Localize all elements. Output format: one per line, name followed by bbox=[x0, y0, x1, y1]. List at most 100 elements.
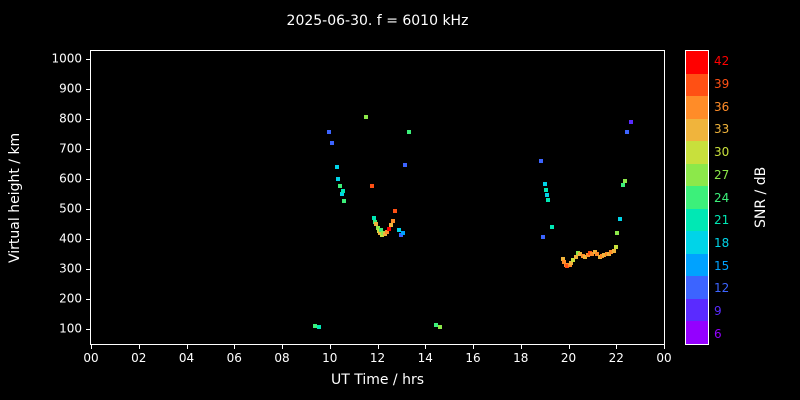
data-point bbox=[388, 223, 393, 228]
data-point bbox=[621, 183, 626, 188]
colorbar-tick-label: 27 bbox=[714, 167, 730, 182]
data-point bbox=[313, 323, 318, 328]
colorbar-segment bbox=[686, 321, 708, 344]
y-tick-mark bbox=[86, 268, 91, 270]
colorbar-segment bbox=[686, 163, 708, 187]
y-tick-label: 800 bbox=[59, 110, 82, 125]
data-point bbox=[330, 141, 335, 146]
data-point bbox=[542, 182, 547, 187]
data-point bbox=[539, 158, 544, 163]
data-point bbox=[561, 260, 566, 265]
y-tick-mark bbox=[86, 298, 91, 300]
x-tick-label: 22 bbox=[608, 351, 624, 365]
colorbar-segment bbox=[686, 186, 708, 209]
data-point bbox=[628, 119, 633, 124]
data-point bbox=[583, 255, 588, 260]
data-point bbox=[587, 251, 592, 256]
data-point bbox=[543, 188, 548, 193]
data-point bbox=[342, 199, 347, 204]
x-tick-label: 14 bbox=[417, 351, 433, 365]
x-tick-mark bbox=[329, 344, 331, 349]
data-point bbox=[578, 252, 583, 257]
colorbar-tick-labels: 42 39 36 33 30 27 24 21 18 15 12 9 6 bbox=[714, 50, 748, 345]
y-tick-label: 900 bbox=[59, 80, 82, 95]
x-tick-label: 00 bbox=[83, 351, 99, 365]
x-tick-mark bbox=[664, 344, 665, 349]
data-point bbox=[597, 255, 602, 260]
data-point bbox=[377, 231, 382, 236]
data-point bbox=[371, 215, 376, 220]
data-point bbox=[604, 251, 609, 256]
x-tick-label: 00 bbox=[656, 351, 672, 365]
x-tick-mark bbox=[91, 344, 92, 349]
chart-title: 2025-06-30. f = 6010 kHz bbox=[286, 13, 469, 29]
y-tick-mark bbox=[86, 208, 91, 210]
data-point bbox=[580, 254, 585, 259]
colorbar bbox=[685, 50, 709, 345]
data-point bbox=[615, 230, 620, 235]
y-tick-mark bbox=[86, 238, 91, 240]
colorbar-segment bbox=[686, 208, 708, 232]
data-point bbox=[338, 184, 343, 189]
data-point bbox=[326, 130, 331, 135]
colorbar-tick-label: 42 bbox=[714, 54, 730, 69]
x-tick-label: 20 bbox=[560, 351, 577, 365]
x-tick-label: 06 bbox=[226, 351, 242, 365]
data-point bbox=[336, 176, 341, 181]
y-tick-label: 1000 bbox=[51, 50, 82, 65]
data-point bbox=[560, 257, 565, 262]
data-point bbox=[546, 198, 551, 203]
data-point bbox=[541, 235, 546, 240]
data-point bbox=[573, 255, 578, 260]
x-tick-mark bbox=[377, 344, 379, 349]
data-point bbox=[611, 248, 616, 253]
y-tick-mark bbox=[86, 148, 91, 150]
y-tick-label: 500 bbox=[59, 201, 82, 216]
data-point bbox=[375, 226, 380, 230]
data-point bbox=[545, 193, 549, 198]
y-tick-label: 300 bbox=[59, 261, 82, 276]
colorbar-tick-label: 15 bbox=[714, 258, 730, 273]
colorbar-segment bbox=[686, 73, 708, 97]
data-point bbox=[585, 253, 590, 258]
data-point bbox=[393, 209, 398, 214]
colorbar-tick-label: 9 bbox=[714, 303, 722, 318]
y-tick-mark bbox=[86, 178, 91, 180]
y-tick-label: 100 bbox=[59, 321, 82, 336]
colorbar-segment bbox=[686, 298, 708, 322]
data-point bbox=[576, 251, 581, 256]
data-point bbox=[433, 323, 438, 328]
colorbar-tick-label: 36 bbox=[714, 99, 730, 114]
data-point bbox=[376, 229, 381, 233]
colorbar-segment bbox=[686, 141, 708, 164]
colorbar-segment bbox=[686, 276, 708, 299]
data-point bbox=[382, 232, 387, 237]
y-tick-mark bbox=[86, 118, 91, 120]
data-point bbox=[599, 254, 604, 259]
data-point bbox=[571, 258, 576, 263]
data-point bbox=[624, 130, 629, 135]
colorbar-segment bbox=[686, 51, 708, 74]
colorbar-label: SNR / dB bbox=[753, 166, 769, 229]
x-tick-mark bbox=[234, 344, 236, 349]
colorbar-tick-label: 6 bbox=[714, 326, 722, 341]
colorbar-tick-label: 30 bbox=[714, 145, 730, 160]
data-point bbox=[396, 228, 401, 233]
x-tick-label: 02 bbox=[131, 351, 147, 365]
x-tick-mark bbox=[616, 344, 618, 349]
x-tick-label: 12 bbox=[369, 351, 386, 365]
colorbar-segment bbox=[686, 253, 708, 277]
data-point bbox=[387, 227, 392, 232]
data-point bbox=[614, 245, 619, 250]
x-tick-label: 10 bbox=[322, 351, 338, 365]
y-tick-label: 600 bbox=[59, 171, 82, 186]
data-point bbox=[369, 184, 374, 189]
data-point bbox=[340, 188, 345, 193]
colorbar-segment bbox=[686, 96, 708, 119]
data-point bbox=[402, 163, 407, 168]
x-tick-mark bbox=[520, 344, 522, 349]
data-point bbox=[374, 222, 379, 227]
data-point bbox=[406, 130, 411, 135]
data-point bbox=[380, 233, 385, 238]
data-point bbox=[617, 217, 622, 222]
